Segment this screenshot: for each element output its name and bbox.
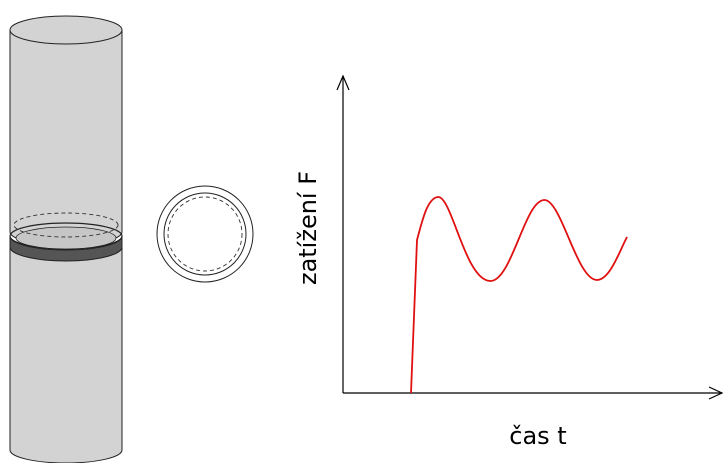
x-axis-arrow <box>708 386 724 400</box>
graph-axes <box>336 74 724 400</box>
tube-cylinder <box>9 15 123 463</box>
tube-cross-section <box>156 185 254 283</box>
tube-top-cap <box>9 15 123 45</box>
x-axis-label: čas t <box>509 422 566 450</box>
cross-section-hidden <box>167 196 243 272</box>
load-curve <box>410 196 628 394</box>
cross-section-inner <box>163 192 247 276</box>
tube-lower-body <box>9 244 123 463</box>
y-axis-arrow <box>336 74 350 91</box>
tube-upper-body <box>9 29 123 246</box>
weld-hidden-outline <box>13 212 119 238</box>
y-axis-label: zatížení F <box>294 171 322 285</box>
weld-inner-edge <box>15 226 117 250</box>
weld-band <box>9 235 123 262</box>
